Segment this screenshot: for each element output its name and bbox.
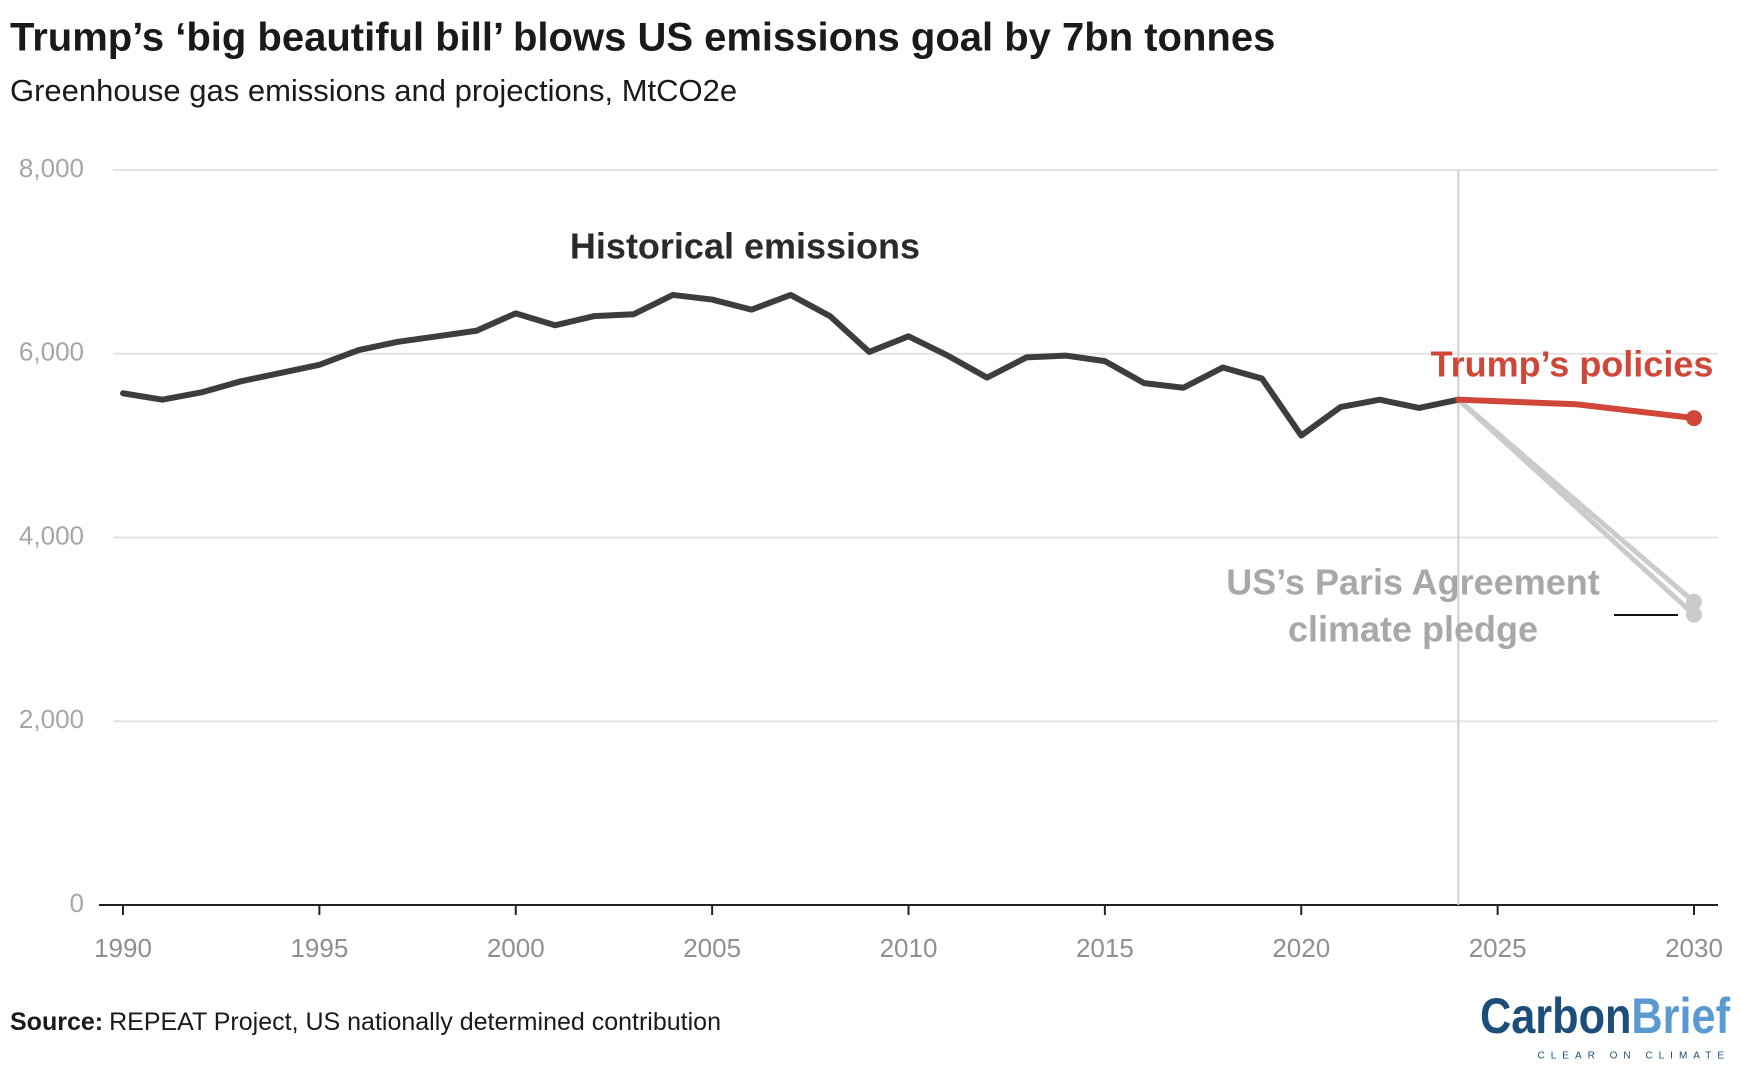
x-tick-label: 2030: [1665, 933, 1723, 963]
end-point: [1686, 606, 1702, 623]
logo-brief: Brief: [1631, 988, 1730, 1044]
y-tick-label: 6,000: [19, 337, 84, 367]
y-tick-label: 4,000: [19, 520, 84, 550]
source-text: REPEAT Project, US nationally determined…: [109, 1008, 721, 1036]
x-tick-label: 2015: [1076, 933, 1134, 963]
series-label: US’s Paris Agreement: [1226, 562, 1599, 603]
series-line: [120, 291, 1462, 439]
chart-subtitle: Greenhouse gas emissions and projections…: [10, 73, 737, 108]
x-tick-label: 2000: [487, 933, 545, 963]
chart-title: Trump’s ‘big beautiful bill’ blows US em…: [10, 16, 1275, 60]
y-tick-label: 8,000: [19, 153, 84, 183]
source-label: Source:: [10, 1008, 103, 1036]
x-tick-label: 1990: [94, 933, 152, 963]
logo: CarbonBrief: [1480, 988, 1730, 1044]
series-label: climate pledge: [1288, 609, 1538, 650]
x-tick-label: 2005: [683, 933, 741, 963]
series-label: Historical emissions: [570, 226, 920, 267]
series-line: [1455, 396, 1697, 422]
x-tick-label: 2025: [1469, 933, 1527, 963]
end-point: [1686, 593, 1702, 610]
x-tick-label: 1995: [290, 933, 348, 963]
y-tick-label: 0: [70, 888, 84, 918]
end-point: [1686, 410, 1702, 427]
logo-tagline: CLEAR ON CLIMATE: [1538, 1051, 1731, 1062]
source: Source: REPEAT Project, US nationally det…: [10, 1008, 721, 1036]
series-label: Trump’s policies: [1431, 344, 1714, 385]
x-tick-label: 2010: [880, 933, 938, 963]
series-line: [1455, 397, 1697, 618]
x-tick-label: 2020: [1272, 933, 1330, 963]
y-tick-label: 2,000: [19, 704, 84, 734]
logo-carbon: Carbon: [1480, 988, 1631, 1044]
